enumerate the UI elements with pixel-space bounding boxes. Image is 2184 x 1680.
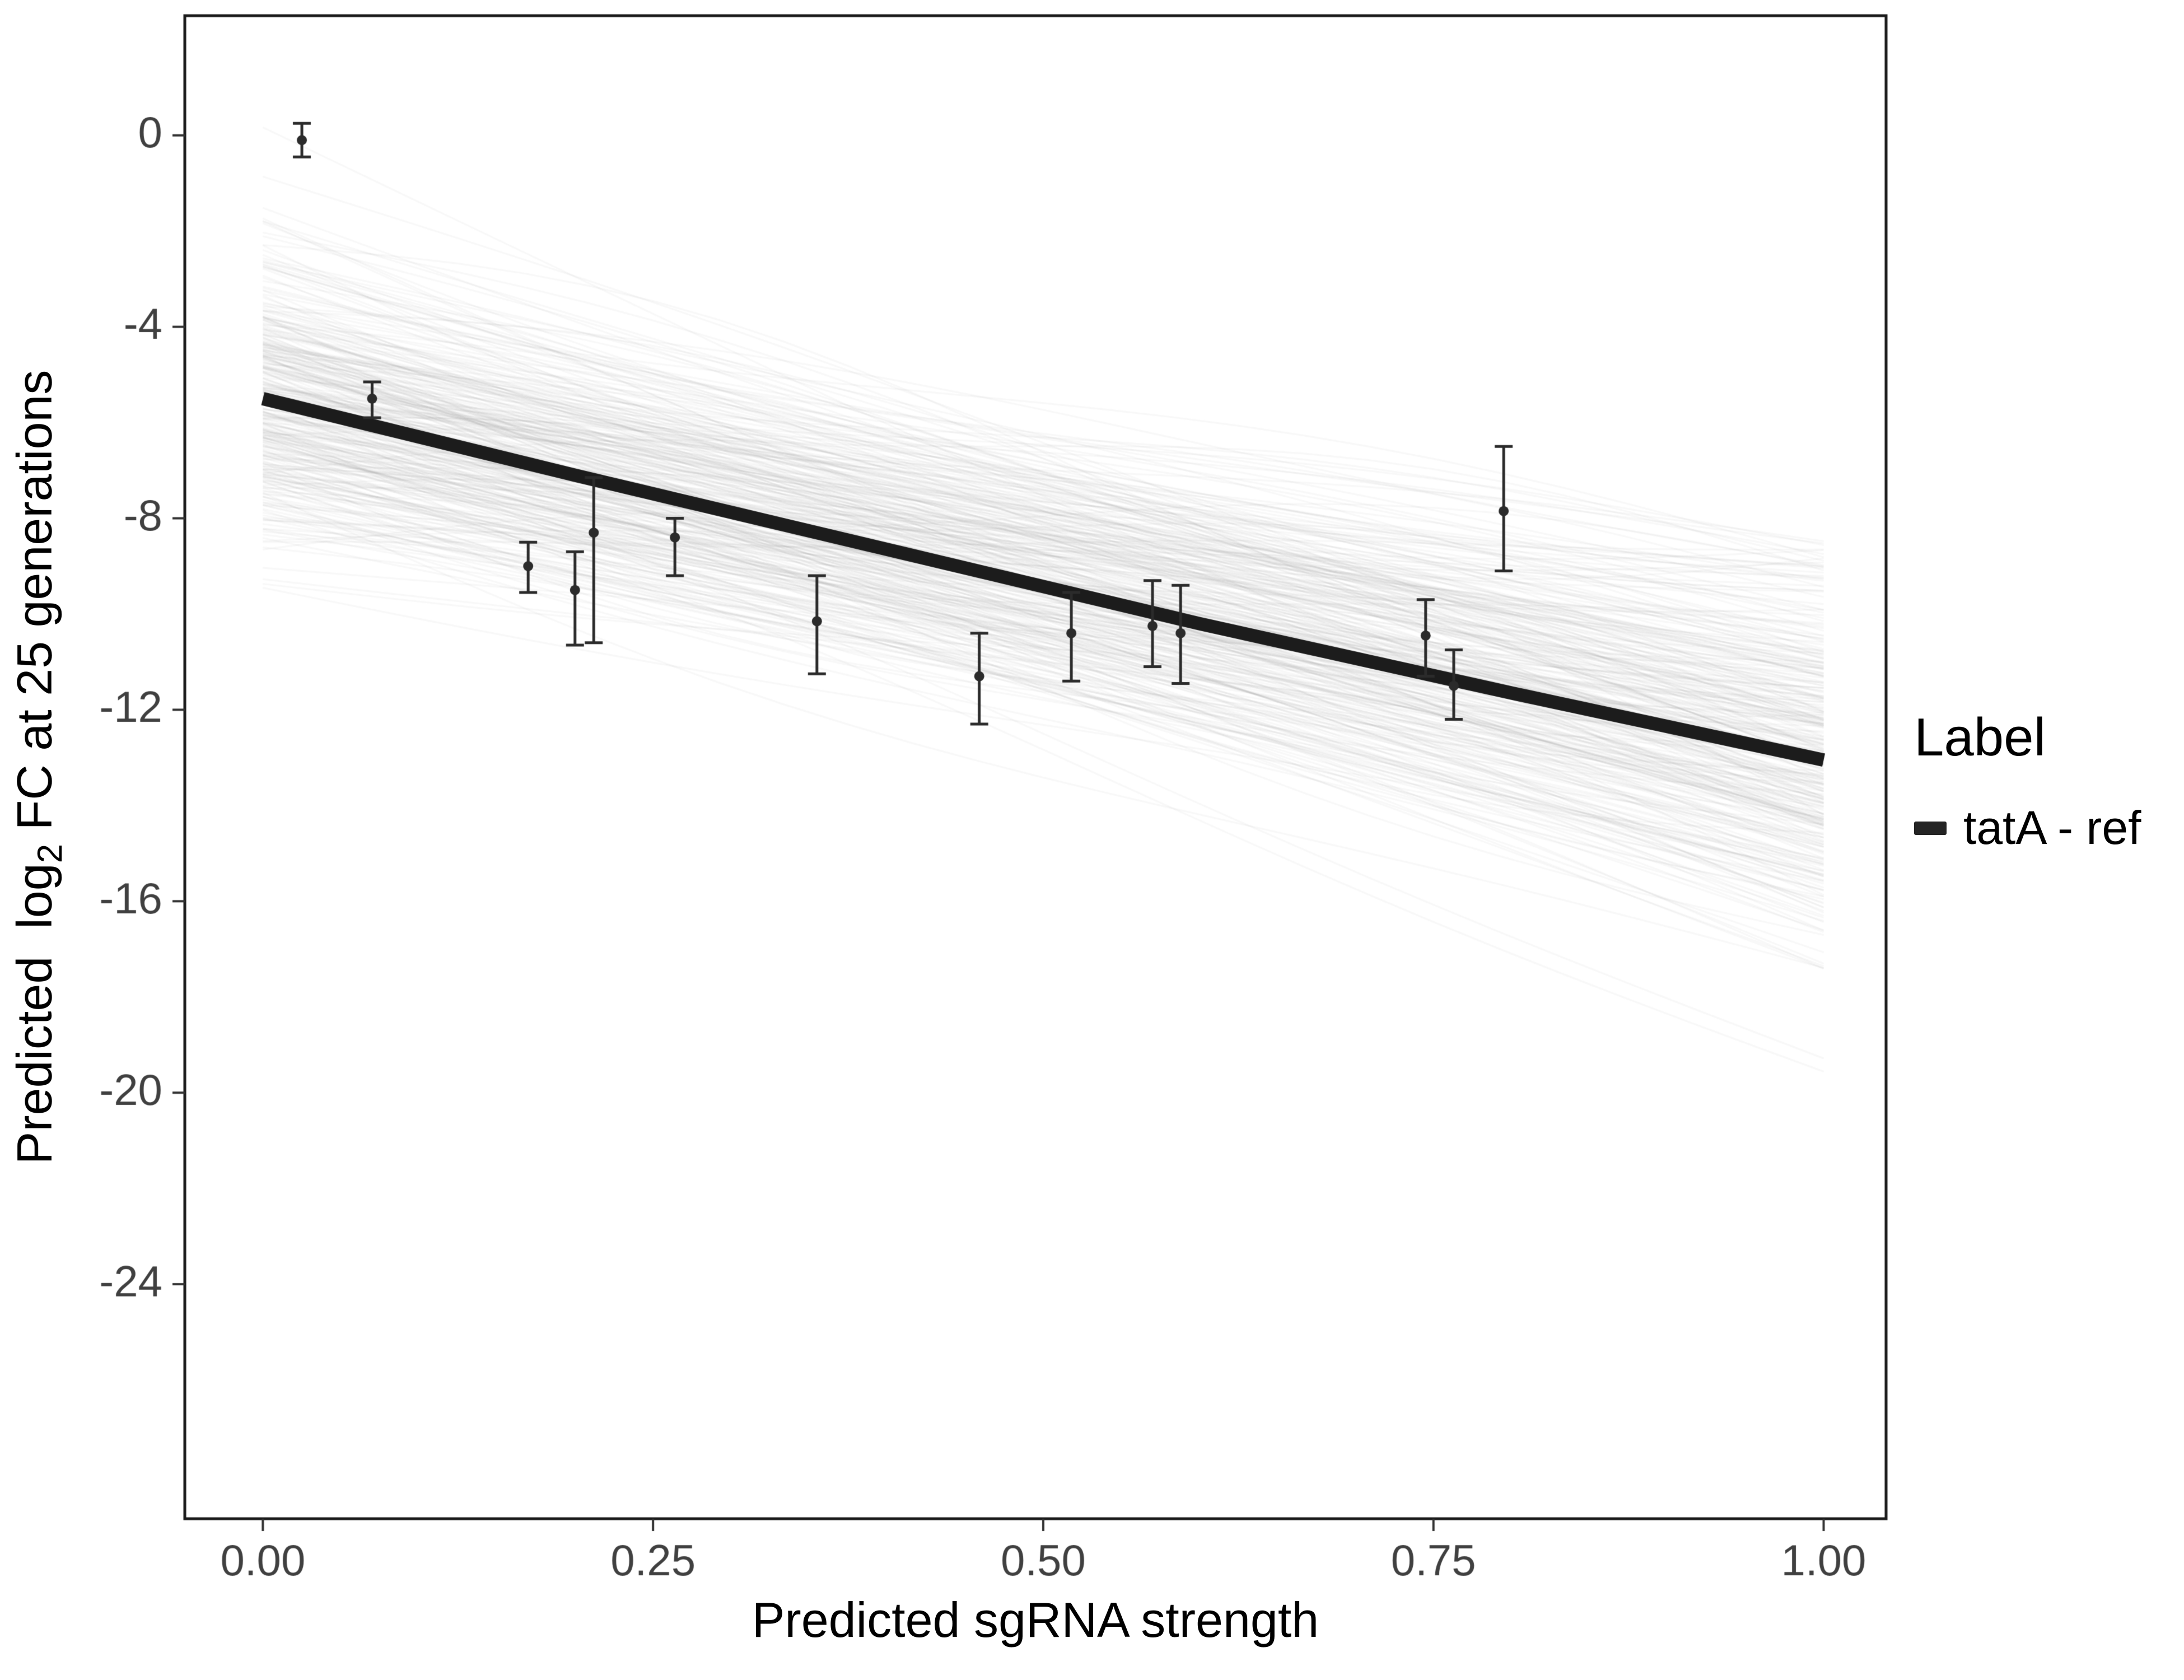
legend-entry: tatA - ref bbox=[1914, 801, 2141, 855]
legend: Label tatA - ref bbox=[1914, 707, 2141, 855]
y-axis-title-suffix: FC at 25 generations bbox=[6, 370, 62, 844]
y-axis-title-subscript: 2 bbox=[31, 843, 70, 864]
legend-entry-label: tatA - ref bbox=[1963, 801, 2141, 854]
y-axis-title-text: Predicted log2 FC at 25 generations bbox=[6, 370, 71, 1165]
legend-title: Label bbox=[1914, 707, 2046, 767]
x-axis-title: Predicted sgRNA strength bbox=[752, 1592, 1319, 1648]
y-axis-title-prefix: Predicted log bbox=[6, 863, 62, 1165]
legend-key-line bbox=[1914, 821, 1947, 835]
